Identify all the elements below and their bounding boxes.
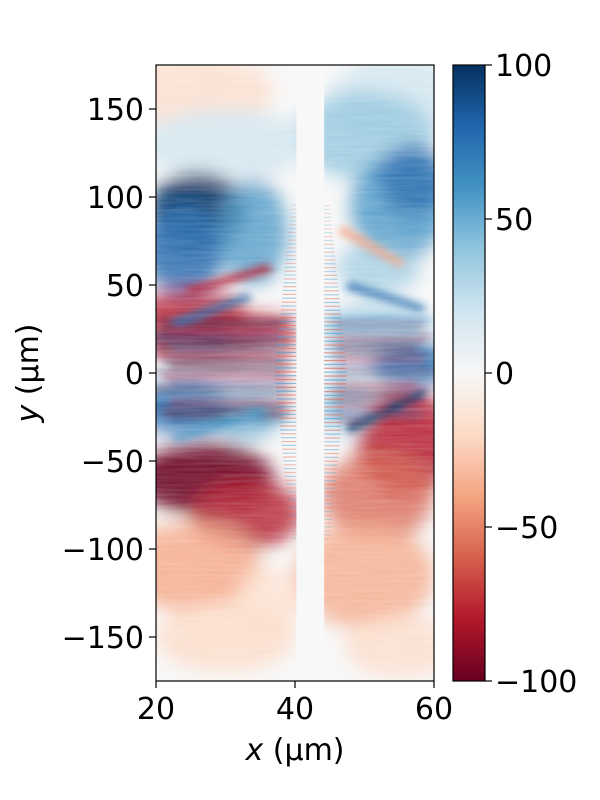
x-tick-label: 60 <box>415 692 453 727</box>
plot-area <box>156 65 434 681</box>
y-tick-label: 50 <box>106 269 144 304</box>
y-axis-label-unit: (μm) <box>11 323 46 404</box>
colorbar-tick-label: 100 <box>495 49 552 84</box>
y-tick-label: −50 <box>81 445 144 480</box>
y-tick-label: 0 <box>125 357 144 392</box>
colorbar-tick-label: −100 <box>495 665 577 700</box>
colorbar-tick-label: 0 <box>495 357 514 392</box>
x-axis-ticks: 20 40 60 <box>137 681 453 727</box>
colorbar-tick-label: 50 <box>495 203 533 238</box>
y-tick-label: 150 <box>87 93 144 128</box>
colorbar-ticks: 100 50 0 −50 −100 <box>485 49 577 700</box>
y-axis-ticks: 150 100 50 0 −50 −100 −150 <box>62 93 156 656</box>
x-tick-label: 40 <box>276 692 314 727</box>
y-tick-label: −150 <box>62 621 144 656</box>
y-axis-label-var: y <box>11 404 46 424</box>
y-axis-label: y (μm) <box>11 323 46 423</box>
x-axis-label: x (μm) <box>244 733 344 768</box>
x-axis-label-unit: (μm) <box>263 733 344 768</box>
colorbar-gradient <box>452 64 486 682</box>
colorbar-tick-label: −50 <box>495 511 558 546</box>
heatmap-texture <box>156 65 434 681</box>
x-tick-label: 20 <box>137 692 175 727</box>
y-tick-label: 100 <box>87 181 144 216</box>
colorbar: 100 50 0 −50 −100 <box>452 49 577 700</box>
x-axis-label-var: x <box>244 733 263 768</box>
y-tick-label: −100 <box>62 533 144 568</box>
